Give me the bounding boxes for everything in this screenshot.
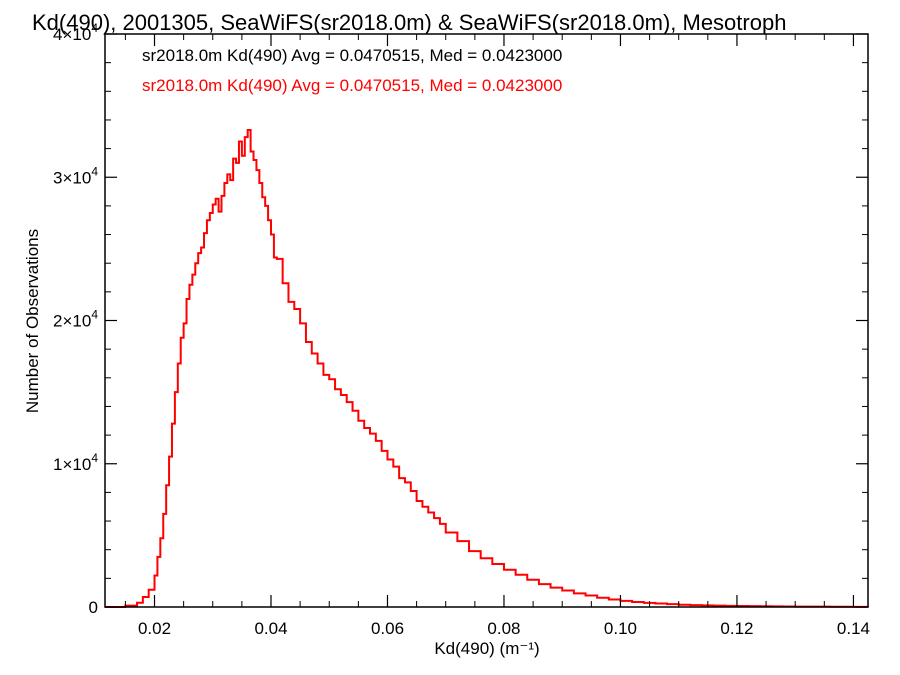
y-tick-label: 0 [89, 598, 98, 617]
y-tick-label: 2×104 [53, 308, 98, 331]
y-tick-label: 1×104 [53, 451, 98, 474]
x-axis-label: Kd(490) (m⁻¹) [434, 639, 539, 658]
legend: sr2018.0m Kd(490) Avg = 0.0470515, Med =… [142, 46, 562, 95]
axis-ticks: 0.02 0.04 0.06 0.08 0.10 0.12 0.14 0 1×104 2×104 3… [53, 21, 870, 638]
chart-title: Kd(490), 2001305, SeaWiFS(sr2018.0m) & S… [32, 10, 786, 35]
histogram-series-line-0 [105, 128, 869, 608]
x-tick-label: 0.10 [604, 619, 637, 638]
legend-line-1: sr2018.0m Kd(490) Avg = 0.0470515, Med =… [142, 76, 562, 95]
x-tick-label: 0.04 [254, 619, 287, 638]
plot-frame [104, 33, 869, 608]
y-tick-label: 4×104 [53, 21, 98, 44]
x-tick-label: 0.02 [138, 619, 171, 638]
x-tick-label: 0.08 [487, 619, 520, 638]
y-tick-label: 3×104 [53, 164, 98, 187]
legend-line-0: sr2018.0m Kd(490) Avg = 0.0470515, Med =… [142, 46, 562, 65]
x-tick-label: 0.14 [837, 619, 870, 638]
y-axis-label: Number of Observations [23, 229, 42, 413]
plot-area: 0.02 0.04 0.06 0.08 0.10 0.12 0.14 0 1×104 2×104 3… [53, 21, 870, 638]
x-tick-label: 0.06 [371, 619, 404, 638]
series-layer [105, 128, 869, 608]
x-tick-label: 0.12 [720, 619, 753, 638]
